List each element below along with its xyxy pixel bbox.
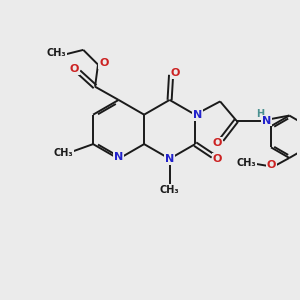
- Text: CH₃: CH₃: [46, 48, 66, 58]
- Text: CH₃: CH₃: [53, 148, 73, 158]
- Text: O: O: [267, 160, 276, 170]
- Text: O: O: [99, 58, 109, 68]
- Text: O: O: [212, 154, 222, 164]
- Text: N: N: [165, 154, 174, 164]
- Text: N: N: [193, 110, 202, 120]
- Text: CH₃: CH₃: [237, 158, 256, 168]
- Text: O: O: [70, 64, 79, 74]
- Text: O: O: [171, 68, 180, 78]
- Text: N: N: [262, 116, 271, 126]
- Text: N: N: [114, 152, 123, 162]
- Text: CH₃: CH₃: [160, 185, 179, 195]
- Text: H: H: [256, 109, 264, 119]
- Text: O: O: [212, 138, 222, 148]
